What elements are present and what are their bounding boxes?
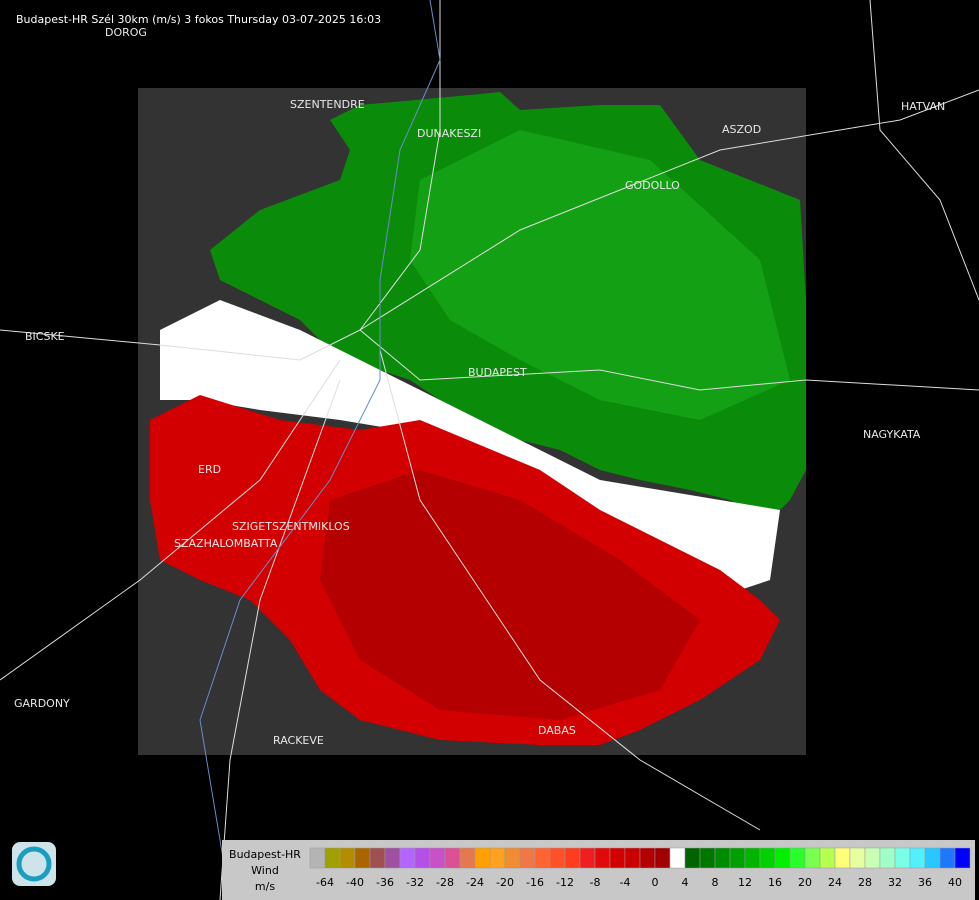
legend-unit: m/s — [255, 880, 275, 893]
legend-swatch — [564, 847, 581, 869]
legend-swatch — [849, 847, 866, 869]
place-label: ASZOD — [722, 123, 761, 136]
legend-swatch — [309, 847, 326, 869]
place-label: RACKEVE — [273, 734, 324, 747]
place-label: SZIGETSZENTMIKLOS — [232, 520, 350, 533]
legend-swatch — [369, 847, 386, 869]
logo — [12, 842, 56, 886]
legend-tick-label: -8 — [590, 876, 601, 889]
legend-tick-label: 40 — [948, 876, 962, 889]
place-label: NAGYKATA — [863, 428, 921, 441]
legend-swatch — [954, 847, 971, 869]
legend-swatch — [414, 847, 431, 869]
receding-core — [320, 470, 700, 720]
legend-swatch — [744, 847, 761, 869]
legend-swatch — [909, 847, 926, 869]
legend-quantity: Wind — [251, 864, 279, 877]
place-label: DABAS — [538, 724, 576, 737]
legend-swatch — [834, 847, 851, 869]
legend-tick-label: 8 — [712, 876, 719, 889]
legend-tick-label: -16 — [526, 876, 544, 889]
legend-swatch — [324, 847, 341, 869]
place-label: GODOLLO — [625, 179, 680, 192]
legend-swatch — [444, 847, 461, 869]
legend-tick-label: 32 — [888, 876, 902, 889]
legend-tick-label: -40 — [346, 876, 364, 889]
place-label: BUDAPEST — [468, 366, 527, 379]
legend-swatch — [609, 847, 626, 869]
legend-swatch — [939, 847, 956, 869]
legend-swatch — [354, 847, 371, 869]
legend-swatch — [759, 847, 776, 869]
legend-tick-label: -12 — [556, 876, 574, 889]
legend-tick-label: -64 — [316, 876, 334, 889]
legend-swatch — [894, 847, 911, 869]
legend-swatch — [519, 847, 536, 869]
legend-swatch — [624, 847, 641, 869]
legend-tick-label: -36 — [376, 876, 394, 889]
legend-tick-label: -28 — [436, 876, 454, 889]
place-label: ERD — [198, 463, 221, 476]
legend-swatch — [399, 847, 416, 869]
legend-swatch — [804, 847, 821, 869]
place-label: HATVAN — [901, 100, 945, 113]
legend-tick-label: 24 — [828, 876, 842, 889]
legend-swatch — [714, 847, 731, 869]
legend-tick-label: -24 — [466, 876, 484, 889]
legend-tick-label: 12 — [738, 876, 752, 889]
legend-swatch — [474, 847, 491, 869]
legend-tick-label: -20 — [496, 876, 514, 889]
legend-swatch — [699, 847, 716, 869]
place-label: SZENTENDRE — [290, 98, 365, 111]
place-label: GARDONY — [14, 697, 70, 710]
legend-swatch — [774, 847, 791, 869]
legend-swatch — [864, 847, 881, 869]
legend-tick-label: 0 — [652, 876, 659, 889]
legend-swatch — [489, 847, 506, 869]
wind-field — [150, 92, 806, 745]
legend-swatch — [819, 847, 836, 869]
place-label: SZAZHALOMBATTA — [174, 537, 278, 550]
place-label: DUNAKESZI — [417, 127, 481, 140]
legend-tick-label: -32 — [406, 876, 424, 889]
legend-swatch — [654, 847, 671, 869]
legend-tick-label: 4 — [682, 876, 689, 889]
approaching-core — [410, 130, 790, 420]
legend-swatch — [669, 847, 686, 869]
legend-swatch — [504, 847, 521, 869]
legend-swatch — [639, 847, 656, 869]
legend-swatch — [879, 847, 896, 869]
legend-swatch — [384, 847, 401, 869]
legend-swatch — [789, 847, 806, 869]
legend-swatch — [579, 847, 596, 869]
legend-tick-label: 16 — [768, 876, 782, 889]
legend-tick-label: -4 — [620, 876, 631, 889]
title: Budapest-HR Szél 30km (m/s) 3 fokos Thur… — [16, 13, 381, 26]
legend-swatch — [549, 847, 566, 869]
legend-swatch — [429, 847, 446, 869]
legend-swatch — [459, 847, 476, 869]
place-label: DOROG — [105, 26, 147, 39]
legend-station: Budapest-HR — [229, 848, 301, 861]
legend-swatch — [339, 847, 356, 869]
rivers — [199, 0, 441, 900]
legend-tick-label: 36 — [918, 876, 932, 889]
legend-swatch — [534, 847, 551, 869]
legend-swatch — [729, 847, 746, 869]
legend-swatch — [594, 847, 611, 869]
legend-tick-label: 28 — [858, 876, 872, 889]
legend-tick-label: 20 — [798, 876, 812, 889]
legend-swatch — [684, 847, 701, 869]
place-label: BICSKE — [25, 330, 65, 343]
legend-swatch — [924, 847, 941, 869]
